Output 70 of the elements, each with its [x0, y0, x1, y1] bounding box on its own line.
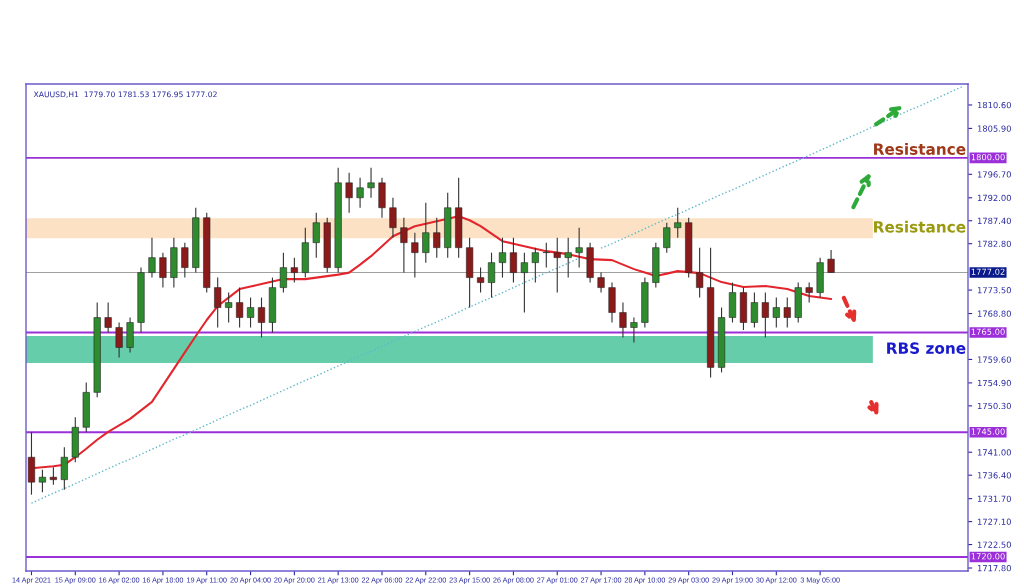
candlestick [696, 247, 704, 299]
y-tick-label: 1750.30 [977, 402, 1011, 410]
band-label: Resistance [874, 220, 966, 233]
y-tick-label: 1792.00 [977, 194, 1011, 202]
y-tick-label: 1805.90 [977, 125, 1011, 132]
candlestick [367, 167, 375, 199]
y-tick-label: 1736.40 [977, 472, 1011, 479]
candlestick [400, 217, 408, 274]
y-tick-label: 1787.40 [977, 217, 1011, 224]
band-label: RBS zone [887, 342, 966, 354]
annotation: Resistance [874, 143, 966, 155]
candlestick [630, 316, 638, 344]
ref-line-label: 1777.02 [971, 268, 1005, 275]
y-tick-label: 1727.10 [977, 518, 1011, 525]
candlestick [246, 297, 255, 329]
candlestick [477, 267, 485, 294]
candlestick [805, 282, 813, 304]
y-tick-label: 1773.50 [977, 287, 1011, 294]
candlestick [498, 237, 507, 279]
candlestick [531, 247, 539, 284]
candlestick [225, 292, 233, 324]
ref-line-label: 1800.00 [971, 153, 1005, 161]
y-tick-label: 1731.70 [977, 495, 1011, 502]
candlestick [312, 212, 320, 259]
candlestick [60, 446, 68, 491]
candlestick [597, 272, 605, 294]
candlestick [783, 297, 791, 329]
candlestick [553, 237, 561, 294]
candlestick [181, 242, 189, 279]
ref-line-label: 1720.00 [971, 553, 1005, 560]
candlestick [104, 301, 112, 334]
candlestick [564, 237, 572, 279]
candlestick [750, 292, 758, 329]
candlestick [389, 197, 397, 239]
candlestick [761, 292, 769, 339]
candlestick [290, 257, 298, 284]
candlestick [827, 249, 835, 274]
candlestick [159, 252, 167, 289]
y-tick-label: 1759.60 [977, 356, 1011, 363]
candlestick [257, 297, 266, 339]
candlestick [148, 237, 156, 279]
candlestick [422, 202, 430, 264]
candlestick [345, 172, 353, 214]
candlestick [487, 252, 496, 299]
candlestick [115, 321, 123, 358]
y-tick-label: 1768.80 [977, 310, 1011, 317]
candlestick [619, 301, 627, 339]
y-tick-label: 1717.80 [977, 564, 1011, 572]
ref-line-label: 1745.00 [971, 428, 1005, 435]
candlestick [542, 242, 550, 269]
y-tick-label: 1782.80 [977, 240, 1011, 247]
candlestick [356, 177, 364, 209]
candlestick [236, 287, 244, 329]
candlestick [411, 232, 419, 279]
y-tick-label: 1796.70 [977, 171, 1011, 178]
candlestick [509, 237, 517, 284]
candlestick [575, 227, 583, 269]
candlestick [214, 277, 222, 329]
candlestick [520, 252, 528, 314]
candlestick [663, 222, 671, 254]
candlestick [433, 217, 441, 259]
candlestick [279, 252, 287, 294]
y-tick-label: 1810.60 [977, 101, 1011, 109]
candlestick [772, 297, 780, 329]
y-tick-label: 1722.50 [977, 541, 1011, 548]
ref-line-label: 1765.00 [971, 328, 1005, 335]
candlestick [38, 469, 46, 493]
y-tick-label: 1754.90 [977, 379, 1011, 387]
y-tick-label: 1741.00 [977, 449, 1011, 456]
candlestick [674, 207, 682, 239]
